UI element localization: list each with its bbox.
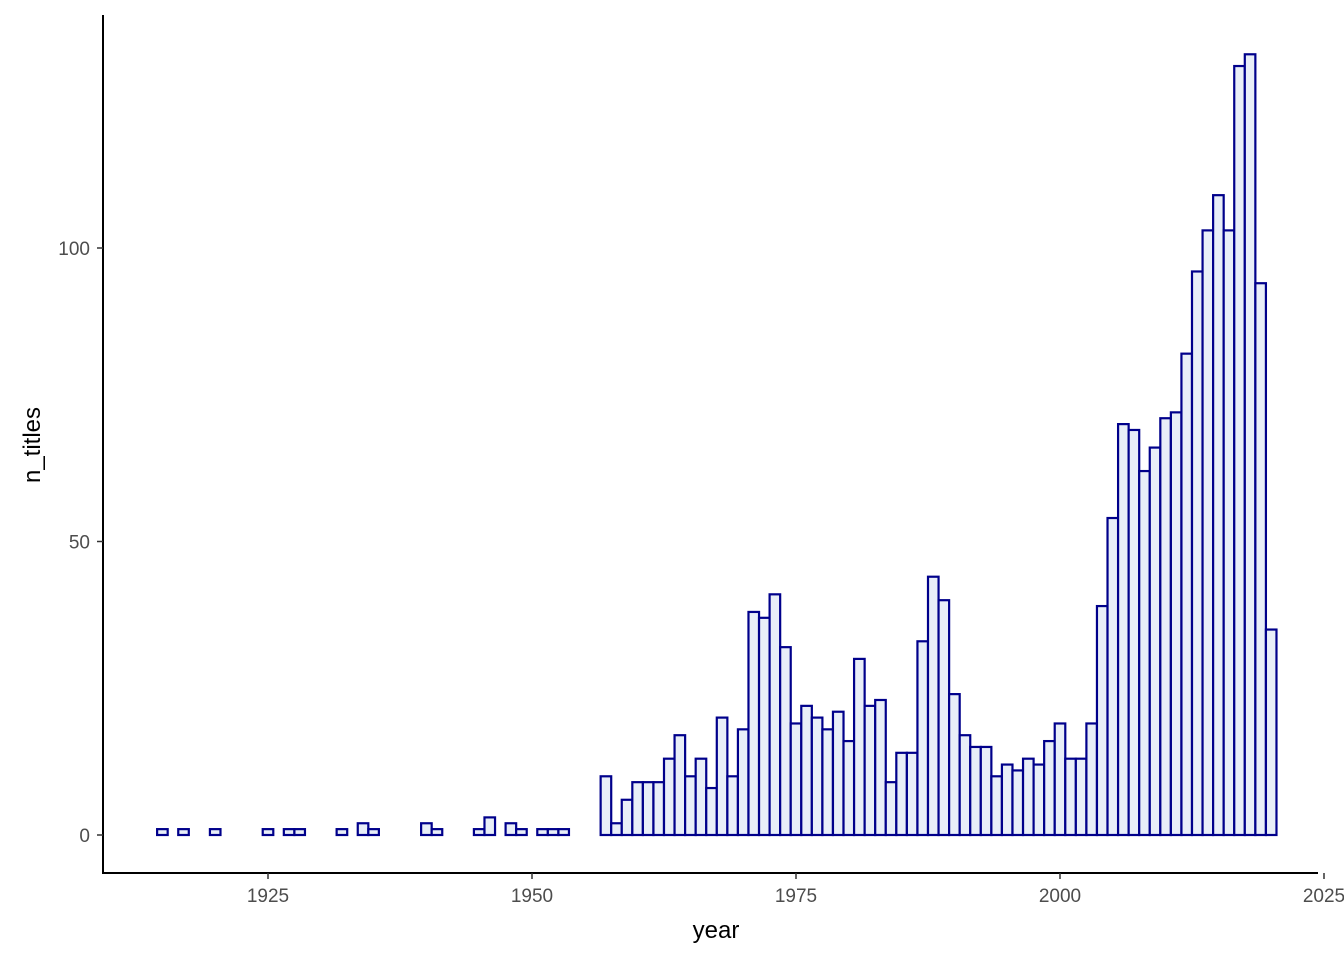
y-tick-label: 0	[79, 826, 90, 847]
histogram-bar	[937, 599, 951, 837]
histogram-bar	[684, 775, 697, 837]
histogram-bar	[800, 704, 813, 837]
x-tick-label: 1975	[775, 886, 817, 907]
y-tick-label: 100	[58, 239, 90, 260]
histogram-bar	[1212, 194, 1225, 837]
histogram-bar	[757, 616, 771, 837]
histogram-bar	[1000, 763, 1014, 837]
histogram-bar	[156, 828, 169, 837]
histogram-bar	[536, 828, 549, 837]
histogram-bar	[842, 739, 856, 837]
histogram-bar	[1021, 757, 1035, 837]
y-axis-title: n_titles	[19, 407, 46, 483]
histogram-bar	[705, 786, 718, 837]
y-axis-ticks: 0 50 100	[58, 239, 103, 847]
histogram-bar	[1011, 769, 1025, 837]
x-tick-label: 2000	[1039, 886, 1081, 907]
histogram-bar	[969, 745, 982, 837]
histogram-bar	[715, 716, 729, 837]
x-tick-label: 2025	[1303, 886, 1344, 907]
histogram-bar	[599, 775, 613, 837]
histogram-bar	[852, 657, 866, 837]
histogram-bar	[1254, 282, 1268, 837]
histogram-bar	[652, 781, 666, 837]
histogram-bar	[1169, 411, 1183, 837]
histogram-bar	[916, 640, 930, 837]
histogram-bar	[177, 828, 190, 837]
x-tick-label: 1925	[247, 886, 289, 907]
histogram-bar	[1222, 229, 1236, 837]
histogram-bar	[1074, 757, 1088, 837]
histogram-bar	[1095, 604, 1109, 837]
histogram-bar	[874, 698, 887, 837]
histogram-bar	[958, 734, 972, 837]
histogram-bar	[863, 704, 877, 837]
histogram-bar	[515, 828, 528, 837]
histogram-bar	[610, 822, 623, 837]
histogram-bar	[1159, 417, 1172, 837]
histogram-bar	[557, 828, 571, 837]
y-tick-label: 50	[69, 533, 90, 554]
histogram-bar	[694, 757, 708, 837]
histogram-bar	[1201, 229, 1215, 837]
histogram-bar	[208, 828, 222, 837]
histogram-bar	[335, 828, 349, 837]
histogram-bar	[261, 828, 275, 837]
histogram-bar	[472, 828, 486, 837]
x-axis-ticks: 1925 1950 1975 2000 2025	[247, 873, 1344, 907]
histogram-bar	[1064, 757, 1077, 837]
histogram-bar	[620, 798, 634, 837]
histogram-bar	[1053, 722, 1067, 837]
histogram-bar	[282, 828, 296, 837]
histogram-bar	[293, 828, 307, 837]
histogram-bar	[768, 593, 782, 837]
histogram-bar	[789, 722, 803, 837]
histogram-bar	[948, 693, 961, 837]
histogram-bar	[356, 822, 370, 837]
histogram-bar	[631, 781, 644, 837]
histogram-bar	[1116, 423, 1130, 837]
histogram-bar	[926, 575, 940, 837]
histogram-bar	[673, 734, 687, 837]
x-tick-label: 1950	[511, 886, 553, 907]
histogram-bar	[736, 728, 750, 837]
histogram-bar	[1148, 446, 1162, 837]
histogram-bar	[1106, 516, 1120, 837]
histogram-bar	[747, 610, 761, 837]
histogram-bar	[1233, 64, 1246, 837]
histogram-bar	[779, 646, 792, 837]
histogram-bar	[367, 828, 380, 837]
histogram-bar	[641, 781, 655, 837]
bars-group	[156, 53, 1278, 837]
histogram-bar	[483, 816, 497, 837]
histogram-bar	[905, 751, 919, 837]
histogram-bar	[1085, 722, 1099, 837]
histogram-bar	[1032, 763, 1046, 837]
histogram-bar	[546, 828, 560, 837]
histogram-bar	[1264, 628, 1278, 837]
histogram-bar	[1190, 270, 1204, 837]
histogram-bar	[504, 822, 518, 837]
histogram-bar	[1138, 469, 1151, 837]
histogram-bar	[1127, 428, 1141, 837]
histogram-bar	[1043, 739, 1056, 837]
histogram-bar	[884, 781, 898, 837]
histogram-bar	[831, 710, 845, 837]
histogram-bar	[430, 828, 444, 837]
histogram-bar	[1180, 352, 1194, 837]
histogram-bar	[810, 716, 824, 837]
histogram-bar	[895, 751, 908, 837]
histogram-bar	[1243, 53, 1257, 837]
histogram-bar	[420, 822, 433, 837]
x-axis-title: year	[693, 917, 740, 944]
histogram-bar	[662, 757, 676, 837]
histogram-bar	[990, 775, 1004, 837]
histogram-bar	[821, 728, 835, 837]
histogram-bar	[979, 745, 993, 837]
histogram-bar	[726, 775, 740, 837]
